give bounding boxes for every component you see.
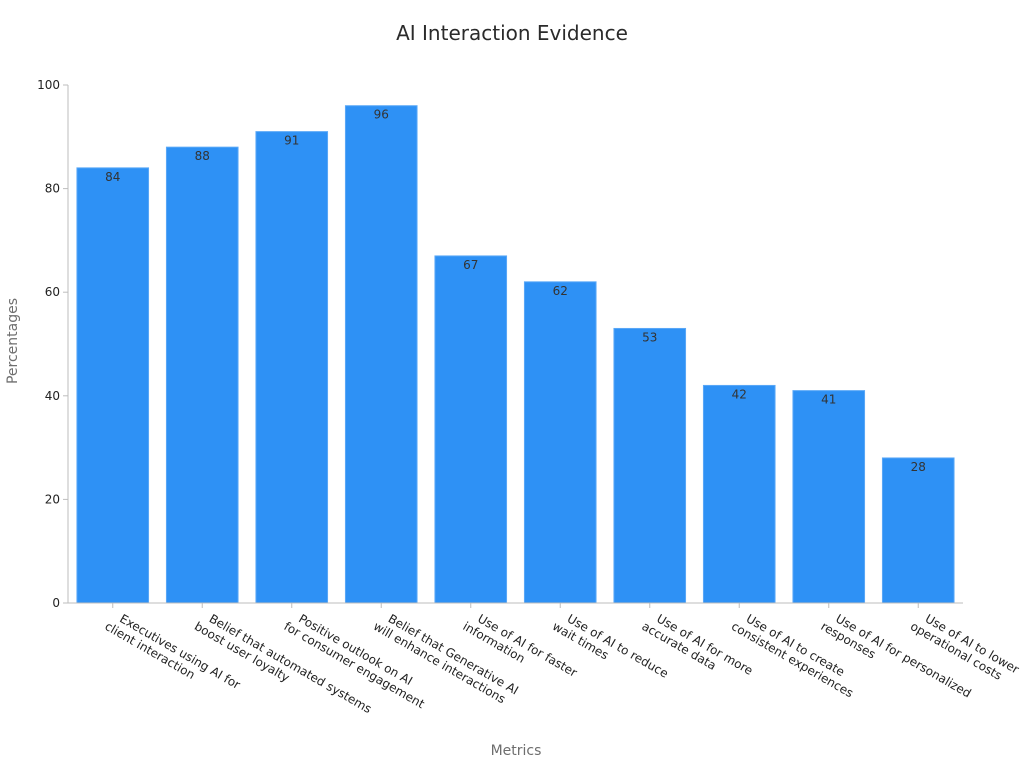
bar [255,131,329,604]
bar-value-label: 62 [553,284,568,298]
bar-value-label: 41 [821,393,836,407]
y-ticks-group: 0 20 40 60 80 100 [37,78,68,610]
bar [434,255,508,604]
bar [523,281,597,604]
bar [881,457,955,604]
y-tick-label: 80 [45,182,60,196]
bar [76,167,150,604]
bar-value-label: 91 [284,134,299,148]
bar-value-label: 28 [911,460,926,474]
bar [165,146,239,604]
y-tick-label: 100 [37,78,60,92]
bar-value-label: 88 [195,149,210,163]
bar-value-label: 96 [374,108,389,122]
bar [702,384,776,604]
bar [613,327,687,604]
y-tick-label: 20 [45,492,60,506]
x-tick-label: Use of AI to reducewait times [550,607,671,693]
bar-value-label: 53 [642,330,657,344]
data-labels-group: 84 88 91 96 67 62 53 42 41 28 [105,108,926,474]
x-ticks-group: Executives using AI forclient interactio… [102,603,1021,716]
bar-value-label: 42 [732,387,747,401]
chart-title: AI Interaction Evidence [396,21,628,45]
bar [344,105,418,604]
y-tick-label: 0 [52,596,60,610]
bars-group [76,105,955,604]
y-tick-label: 60 [45,285,60,299]
y-tick-label: 40 [45,389,60,403]
y-axis-title: Percentages [5,298,21,384]
bar-value-label: 84 [105,170,120,184]
bar-value-label: 67 [463,258,478,272]
bar [792,390,866,604]
x-axis-title: Metrics [491,743,542,759]
